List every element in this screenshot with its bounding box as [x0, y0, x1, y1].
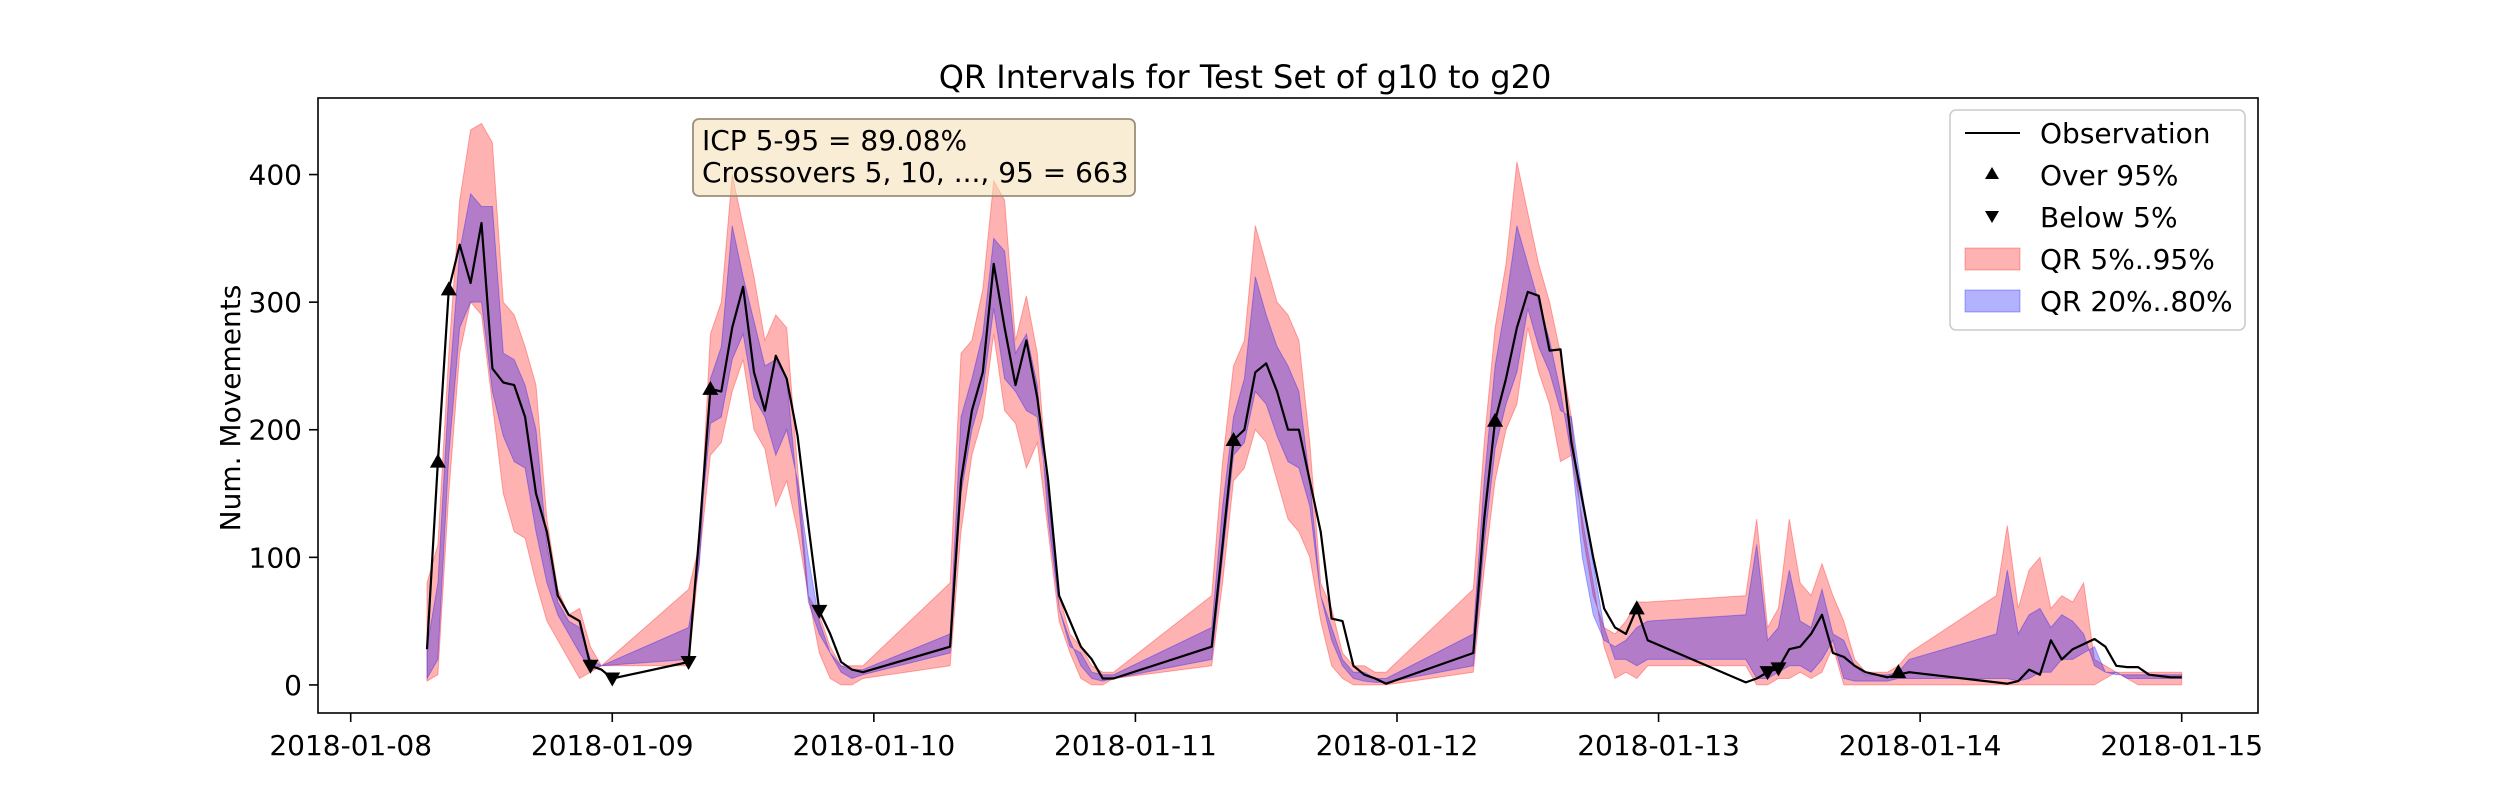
x-tick-label: 2018-01-08 [269, 729, 432, 762]
legend-qr-20-80-swatch [1964, 289, 2021, 313]
x-axis: 2018-01-08 2018-01-09 2018-01-10 2018-01-11… [269, 713, 2263, 762]
x-tick-label: 2018-01-13 [1577, 729, 1740, 762]
legend: Observation Over 95% Below 5% QR 5%..95%… [1949, 109, 2246, 331]
legend-over-95-label: Over 95% [2040, 159, 2178, 192]
below-5-marker [811, 604, 828, 619]
x-tick-label: 2018-01-14 [1839, 729, 2002, 762]
over-95-marker [702, 380, 719, 395]
markers-layer [429, 281, 1907, 687]
over-95-marker [1487, 412, 1504, 427]
y-axis-label: Num. Movements [214, 285, 247, 532]
legend-over-95-marker [1985, 167, 1999, 179]
legend-below-5-label: Below 5% [2040, 201, 2178, 234]
y-tick-label: 300 [249, 286, 302, 319]
x-tick-label: 2018-01-15 [2100, 729, 2263, 762]
legend-below-5-marker [1985, 211, 1999, 223]
x-tick-label: 2018-01-10 [792, 729, 955, 762]
y-tick-label: 400 [249, 159, 302, 192]
over-95-marker [1890, 664, 1907, 679]
legend-observation-label: Observation [2040, 117, 2211, 150]
over-95-marker [429, 453, 446, 468]
over-95-marker [1225, 431, 1242, 446]
below-5-marker [1759, 666, 1776, 681]
observation-layer [425, 221, 2182, 685]
y-tick-label: 100 [249, 541, 302, 574]
x-tick-label: 2018-01-12 [1316, 729, 1479, 762]
over-95-marker [440, 281, 457, 296]
bands-layer [426, 122, 2183, 686]
x-tick-label: 2018-01-09 [531, 729, 694, 762]
annotation-background [692, 118, 1136, 197]
annotation-line-1: ICP 5-95 = 89.08% [702, 124, 967, 157]
annotation-box: ICP 5-95 = 89.08% Crossovers 5, 10, ...,… [692, 118, 1136, 197]
observation-line [425, 221, 2182, 685]
qr-20-80-band [426, 192, 2183, 683]
y-tick-label: 200 [249, 414, 302, 447]
below-5-marker [680, 655, 697, 670]
chart-title: QR Intervals for Test Set of g10 to g20 [939, 58, 1552, 96]
legend-qr-5-95-swatch [1964, 247, 2021, 271]
y-axis: 0 100 200 300 400 [249, 159, 318, 702]
x-tick-label: 2018-01-11 [1054, 729, 1217, 762]
over-95-marker [1628, 600, 1645, 615]
y-tick-label: 0 [284, 669, 302, 702]
legend-qr-20-80-label: QR 20%..80% [2040, 285, 2233, 318]
legend-qr-5-95-label: QR 5%..95% [2040, 243, 2215, 276]
annotation-line-2: Crossovers 5, 10, ..., 95 = 663 [702, 156, 1129, 189]
legend-frame [1949, 109, 2246, 331]
below-5-marker [582, 659, 599, 674]
below-5-marker [604, 672, 621, 687]
qr-5-95-band [426, 122, 2183, 686]
below-5-marker [1770, 662, 1787, 677]
plot-frame [317, 97, 2259, 714]
